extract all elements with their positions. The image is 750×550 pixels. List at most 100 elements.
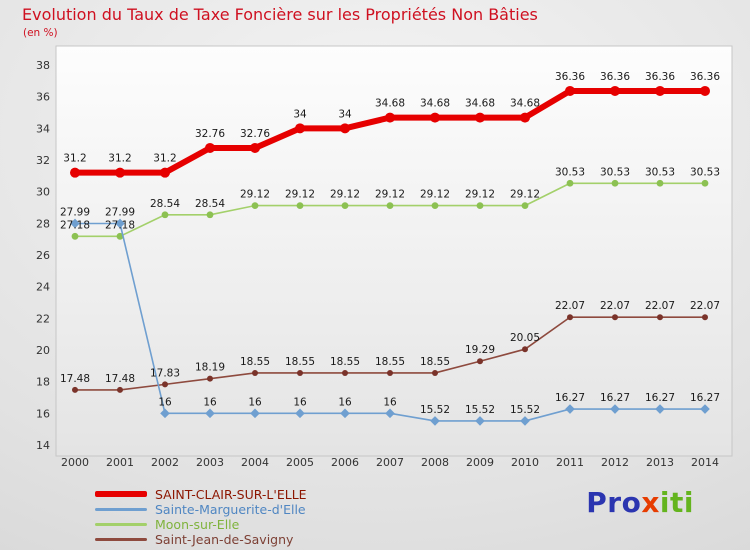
data-label: 30.53: [600, 166, 630, 178]
data-label: 17.48: [60, 373, 90, 385]
series-marker: [72, 386, 78, 393]
logo-part: Pro: [586, 486, 642, 519]
y-axis-tick: 18: [36, 376, 50, 389]
x-axis-label: 2009: [466, 456, 494, 469]
series-marker: [656, 179, 664, 187]
series-marker: [295, 408, 305, 419]
series-marker: [701, 179, 709, 187]
data-label: 17.48: [105, 373, 135, 385]
data-label: 18.55: [285, 356, 315, 368]
series-marker: [610, 404, 620, 414]
data-label: 34.68: [465, 98, 495, 110]
series-marker: [657, 314, 663, 321]
data-label: 16.27: [555, 392, 585, 404]
legend-swatch: [95, 491, 147, 497]
series-marker: [71, 232, 79, 240]
series-marker: [340, 408, 350, 419]
series-marker: [70, 167, 80, 178]
y-axis-tick: 32: [36, 154, 50, 167]
data-label: 34: [293, 108, 307, 120]
legend-item: Saint-Jean-de-Savigny: [95, 531, 307, 547]
series-marker: [340, 123, 350, 134]
data-label: 29.12: [240, 189, 270, 201]
proxiti-logo: Proxiti: [586, 486, 694, 519]
series-marker: [610, 85, 620, 96]
data-label: 29.12: [465, 189, 495, 201]
x-axis-label: 2001: [106, 456, 134, 469]
data-label: 29.12: [285, 189, 315, 201]
y-axis-tick: 16: [36, 407, 50, 420]
data-label: 29.12: [375, 189, 405, 201]
series-marker: [115, 167, 125, 178]
y-axis-tick: 14: [36, 439, 50, 452]
data-label: 27.18: [105, 219, 135, 231]
data-label: 36.36: [600, 71, 630, 83]
data-label: 34.68: [375, 98, 405, 110]
data-label: 18.55: [240, 356, 270, 368]
data-label: 32.76: [240, 128, 270, 140]
data-label: 16.27: [645, 392, 675, 404]
series-marker: [702, 314, 708, 321]
series-marker: [430, 112, 440, 123]
y-axis-tick: 34: [36, 122, 50, 135]
data-label: 18.55: [330, 356, 360, 368]
y-axis-tick: 28: [36, 217, 50, 230]
series-marker: [565, 85, 575, 96]
x-axis-label: 2004: [241, 456, 269, 469]
legend-item: Sainte-Marguerite-d'Elle: [95, 501, 307, 517]
series-marker: [612, 314, 618, 321]
series-marker: [205, 408, 215, 419]
series-marker: [475, 112, 485, 123]
series-marker: [476, 202, 484, 210]
series-marker: [206, 211, 214, 219]
data-label: 30.53: [645, 166, 675, 178]
series-marker: [522, 346, 528, 353]
logo-part: iti: [659, 486, 694, 519]
data-label: 28.54: [195, 198, 225, 210]
logo-part: x: [641, 486, 660, 519]
data-label: 18.55: [420, 356, 450, 368]
legend-label: Saint-Jean-de-Savigny: [155, 531, 294, 547]
series-marker: [250, 142, 260, 153]
data-label: 16: [293, 396, 307, 408]
data-label: 15.52: [465, 404, 495, 416]
series-marker: [251, 202, 259, 210]
x-axis-label: 2006: [331, 456, 359, 469]
x-axis-label: 2011: [556, 456, 584, 469]
legend-swatch: [95, 507, 147, 511]
series-marker: [117, 386, 123, 393]
x-axis-label: 2007: [376, 456, 404, 469]
y-axis-tick: 22: [36, 312, 50, 325]
data-label: 17.83: [150, 367, 180, 379]
plot-area: [55, 45, 733, 457]
legend-swatch: [95, 537, 147, 541]
series-marker: [341, 202, 349, 210]
x-axis-label: 2002: [151, 456, 179, 469]
y-axis-tick: 36: [36, 91, 50, 104]
series-marker: [521, 202, 529, 210]
series-marker: [161, 211, 169, 219]
data-label: 22.07: [600, 300, 630, 312]
series-marker: [207, 375, 213, 382]
series-marker: [160, 167, 170, 178]
data-label: 16.27: [690, 392, 720, 404]
legend-label: SAINT-CLAIR-SUR-L'ELLE: [155, 486, 307, 502]
data-label: 36.36: [645, 71, 675, 83]
series-marker: [160, 408, 170, 419]
data-label: 31.2: [153, 153, 176, 165]
data-label: 29.12: [420, 189, 450, 201]
series-marker: [566, 179, 574, 187]
legend-label: Sainte-Marguerite-d'Elle: [155, 501, 306, 517]
data-label: 30.53: [690, 166, 720, 178]
series-marker: [252, 369, 258, 376]
data-label: 15.52: [420, 404, 450, 416]
series-marker: [611, 179, 619, 187]
series-marker: [386, 202, 394, 210]
data-label: 28.54: [150, 198, 180, 210]
data-label: 27.99: [60, 206, 90, 218]
legend-item: Moon-sur-Elle: [95, 517, 307, 532]
x-axis-label: 2012: [601, 456, 629, 469]
y-axis-tick: 20: [36, 344, 50, 357]
series-marker: [567, 314, 573, 321]
data-label: 16: [158, 396, 172, 408]
